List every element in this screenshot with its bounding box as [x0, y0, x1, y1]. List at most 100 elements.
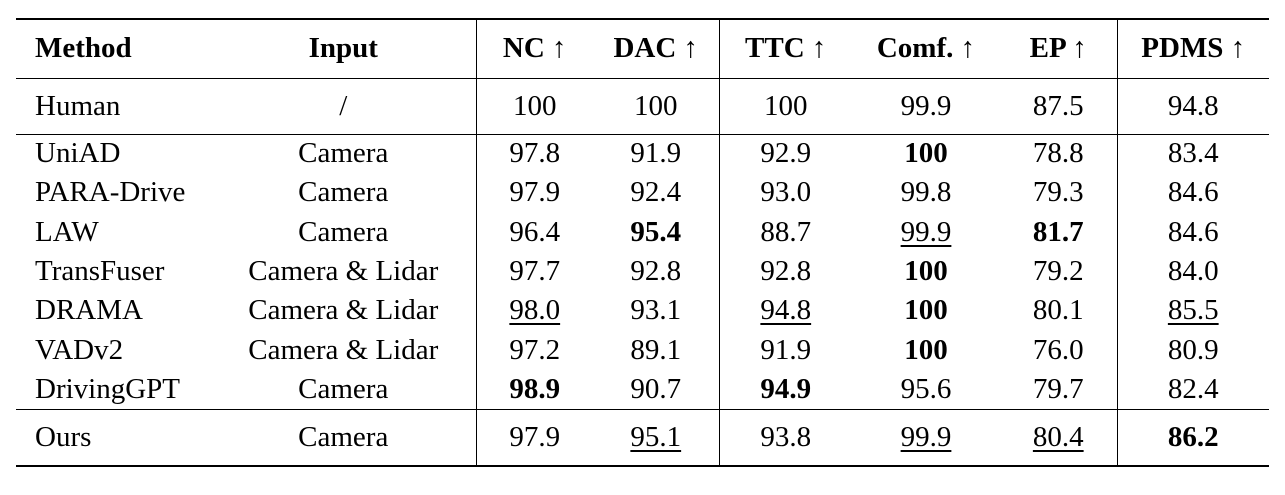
cell-pdms: 84.0	[1167, 255, 1219, 288]
cell-nc: 97.9	[476, 409, 593, 468]
cell-comf: 100	[852, 134, 1000, 173]
cell-pdms: 86.2	[1117, 409, 1269, 468]
header-nc: NC ↑	[476, 18, 593, 79]
cell-nc: 100	[476, 78, 593, 135]
cell-dac: 92.8	[593, 251, 720, 292]
table-row-ours: Ours Camera 97.9 95.1 93.8 99.9 80.4 86.…	[16, 409, 1269, 468]
cell-ep: 80.1	[1000, 291, 1118, 331]
cell-ttc: 92.8	[760, 255, 812, 288]
second-best-value: 94.8	[760, 294, 812, 327]
cell-dac: 95.4	[593, 212, 720, 252]
cell-ep: 79.3	[1000, 173, 1118, 213]
cell-ttc: 92.9	[760, 137, 812, 170]
second-best-value: 80.4	[1032, 420, 1084, 453]
cell-nc: 97.9	[509, 176, 561, 209]
cell-comf: 99.9	[852, 78, 1000, 135]
cell-comf: 100	[852, 330, 1000, 369]
cell-method: PARA-Drive	[35, 176, 186, 209]
header-ttc: TTC ↑	[719, 18, 852, 79]
cell-nc: 97.2	[509, 333, 561, 366]
cell-input: Camera & Lidar	[211, 251, 477, 292]
cell-pdms: 80.9	[1167, 333, 1219, 366]
best-value: 100	[904, 294, 948, 327]
cell-method: Human	[16, 78, 211, 135]
table-row: LAW Camera 96.4 95.4 88.7 99.9 81.7 84.6	[16, 212, 1269, 252]
table-row: VADv2 Camera & Lidar 97.2 89.1 91.9 100 …	[16, 330, 1269, 370]
cell-input: Camera & Lidar	[211, 330, 477, 370]
cell-ttc: 91.9	[760, 333, 812, 366]
table-row: DrivingGPT Camera 98.9 90.7 94.9 95.6 79…	[16, 369, 1269, 410]
cell-input: Camera	[211, 369, 477, 410]
cell-comf: 100	[852, 291, 1000, 330]
cell-dac: 100	[593, 78, 720, 135]
cell-ep: 79.2	[1000, 251, 1118, 292]
cell-method: TransFuser	[35, 255, 165, 288]
cell-comf: 100	[852, 252, 1000, 291]
cell-ttc: 93.8	[719, 409, 852, 468]
cell-comf: 99.9	[852, 409, 1000, 468]
cell-input: Camera	[211, 212, 477, 252]
cell-pdms: 82.4	[1117, 369, 1269, 410]
table-row: PARA-Drive Camera 97.9 92.4 93.0 99.8 79…	[16, 173, 1269, 213]
cell-comf: 99.9	[852, 213, 1000, 252]
best-value: 100	[904, 255, 948, 288]
cell-ttc: 94.9	[719, 369, 852, 410]
cell-method: DRAMA	[35, 294, 143, 327]
cell-method: UniAD	[35, 137, 121, 170]
cell-ep: 81.7	[1000, 212, 1118, 252]
cell-input: /	[211, 78, 477, 135]
cell-dac: 89.1	[593, 330, 720, 370]
cell-dac: 95.1	[593, 409, 720, 468]
cell-nc: 98.0	[476, 291, 593, 330]
header-dac: DAC ↑	[593, 18, 720, 79]
table-row: TransFuser Camera & Lidar 97.7 92.8 92.8…	[16, 251, 1269, 292]
cell-ep: 87.5	[1000, 78, 1118, 135]
header-method: Method	[16, 18, 211, 79]
table-row-human: Human / 100 100 100 99.9 87.5 94.8	[16, 78, 1269, 135]
cell-input: Camera	[211, 409, 477, 468]
cell-nc: 96.4	[509, 215, 561, 248]
cell-pdms: 84.6	[1167, 176, 1219, 209]
cell-method: LAW	[35, 215, 99, 248]
second-best-value: 95.1	[630, 420, 682, 453]
cell-dac: 90.7	[593, 369, 720, 410]
cell-ttc: 94.8	[719, 291, 852, 330]
cell-ep: 80.4	[1000, 409, 1118, 468]
cell-method: Ours	[16, 409, 211, 468]
cell-ttc: 93.0	[760, 176, 812, 209]
cell-ep: 78.8	[1000, 134, 1118, 174]
best-value: 95.4	[630, 215, 682, 248]
cell-ep: 79.7	[1000, 369, 1118, 410]
cell-dac: 92.4	[593, 173, 720, 213]
cell-ttc: 88.7	[760, 215, 812, 248]
cell-nc: 97.7	[509, 255, 561, 288]
cell-method: VADv2	[35, 333, 124, 366]
results-table: Method Input NC ↑ DAC ↑ TTC ↑ Comf. ↑ EP…	[16, 18, 1269, 468]
best-value: 100	[904, 137, 948, 170]
best-value: 86.2	[1167, 420, 1219, 453]
cell-input: Camera & Lidar	[211, 291, 477, 331]
cell-ep: 76.0	[1000, 330, 1118, 370]
best-value: 100	[904, 333, 948, 366]
cell-method: DrivingGPT	[16, 369, 211, 410]
cell-pdms: 84.6	[1167, 215, 1219, 248]
second-best-value: 99.9	[900, 215, 952, 248]
header-row: Method Input NC ↑ DAC ↑ TTC ↑ Comf. ↑ EP…	[16, 18, 1269, 79]
second-best-value: 99.9	[900, 420, 952, 453]
cell-nc: 97.8	[509, 137, 561, 170]
header-input: Input	[211, 18, 477, 79]
header-pdms: PDMS ↑	[1117, 18, 1269, 79]
cell-pdms: 94.8	[1117, 78, 1269, 135]
header-comf: Comf. ↑	[852, 18, 1000, 79]
second-best-value: 85.5	[1167, 294, 1219, 327]
table-row: DRAMA Camera & Lidar 98.0 93.1 94.8 100 …	[16, 291, 1269, 331]
header-ep: EP ↑	[1000, 18, 1118, 79]
cell-comf: 95.6	[852, 369, 1000, 410]
cell-dac: 93.1	[593, 291, 720, 331]
cell-dac: 91.9	[593, 134, 720, 174]
cell-nc: 98.9	[476, 369, 593, 410]
table-row: UniAD Camera 97.8 91.9 92.9 100 78.8 83.…	[16, 134, 1269, 174]
second-best-value: 98.0	[509, 294, 561, 327]
cell-comf: 99.8	[900, 176, 952, 209]
best-value: 98.9	[509, 372, 561, 405]
